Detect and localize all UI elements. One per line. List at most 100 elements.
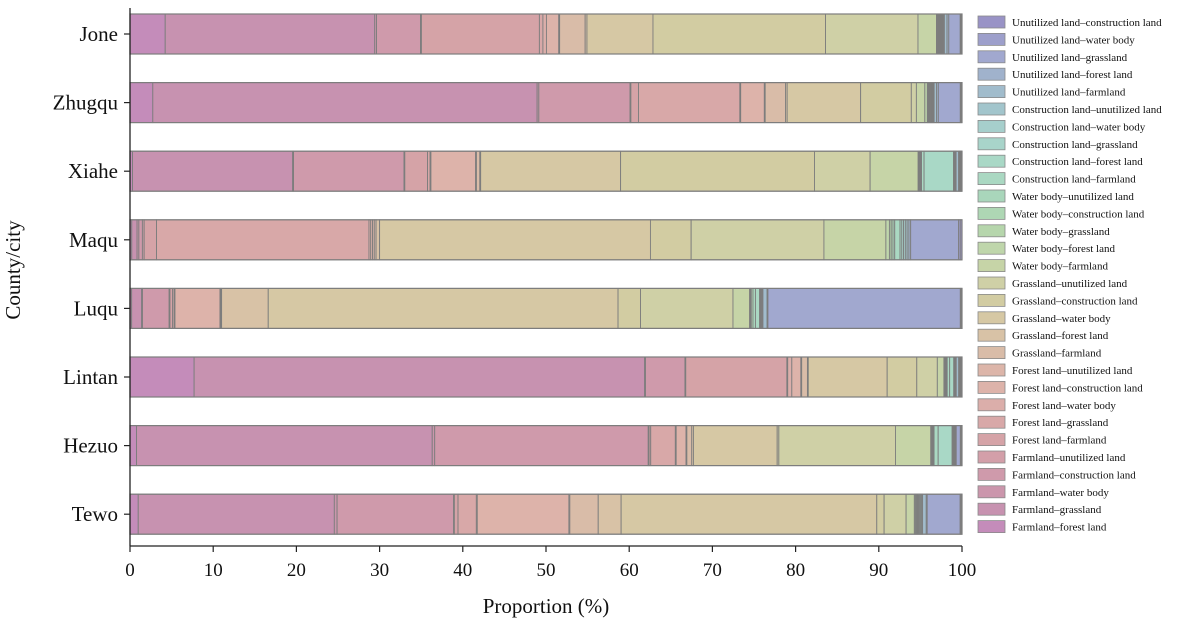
- bar-segment: [801, 356, 808, 398]
- legend-item: Unutilized land–forest land: [977, 67, 1133, 81]
- bar-segment: [778, 425, 896, 467]
- bar-segments: [129, 13, 963, 535]
- legend-swatch: [977, 102, 1006, 116]
- legend-swatch: [977, 398, 1006, 412]
- bar-segment: [767, 287, 961, 329]
- bar-jone: [129, 13, 963, 55]
- bar-segment: [137, 493, 335, 535]
- bar-segment: [129, 13, 166, 55]
- bar-segment: [129, 82, 154, 124]
- bar-segment: [690, 219, 825, 261]
- x-tick-label: 20: [287, 560, 306, 581]
- bar-segment: [138, 219, 143, 261]
- bar-segment: [136, 425, 433, 467]
- legend-label: Forest land–farmland: [1012, 435, 1107, 447]
- legend-item: Construction land–forest land: [977, 154, 1143, 168]
- legend-item: Farmland–forest land: [977, 520, 1107, 534]
- bar-segment: [638, 82, 741, 124]
- bar-segment: [955, 425, 961, 467]
- legend-swatch: [977, 380, 1006, 394]
- legend-swatch: [977, 224, 1006, 238]
- bar-segment: [597, 493, 622, 535]
- bar-segment: [917, 13, 937, 55]
- bar-segment: [434, 425, 649, 467]
- bar-segment: [538, 13, 544, 55]
- legend-item: Water body–unutilized land: [977, 189, 1134, 203]
- bar-segment: [675, 425, 687, 467]
- bar-segment: [156, 219, 370, 261]
- legend-swatch: [977, 67, 1006, 81]
- bar-segment: [860, 82, 912, 124]
- bar-segment: [922, 493, 927, 535]
- bar-segment: [193, 356, 646, 398]
- x-tick-label: 30: [370, 560, 389, 581]
- bar-segment: [143, 219, 158, 261]
- legend-label: Construction land–water body: [1012, 121, 1146, 133]
- legend-swatch: [977, 120, 1006, 133]
- x-tick-label: 70: [703, 560, 722, 581]
- legend-item: Unutilized land–water body: [977, 33, 1135, 46]
- bar-xiahe: [129, 150, 963, 192]
- legend: Unutilized land–construction land Unutili…: [977, 15, 1162, 534]
- legend-item: Forest land–construction land: [977, 380, 1143, 394]
- bar-segment: [430, 150, 477, 192]
- bar-segment: [453, 493, 459, 535]
- bar-segment: [916, 356, 938, 398]
- legend-label: Forest land–unutilized land: [1012, 365, 1133, 377]
- legend-item: Construction land–water body: [977, 120, 1146, 133]
- legend-swatch: [977, 85, 1006, 98]
- bar-segment: [762, 287, 768, 329]
- legend-label: Construction land–grassland: [1012, 139, 1138, 151]
- bar-segment: [652, 13, 826, 55]
- bar-segment: [936, 356, 945, 398]
- y-tick-label: Luqu: [74, 296, 119, 320]
- legend-label: Grassland–construction land: [1012, 295, 1138, 307]
- y-axis-label: County/city: [1, 220, 25, 320]
- y-tick-label: Tewo: [72, 502, 118, 526]
- legend-swatch: [977, 467, 1006, 481]
- bar-segment: [905, 493, 915, 535]
- legend-label: Water body–farmland: [1012, 261, 1108, 273]
- bar-segment: [267, 287, 619, 329]
- legend-label: Farmland–water body: [1012, 487, 1109, 499]
- bar-segment: [129, 356, 195, 398]
- bar-segment: [586, 13, 654, 55]
- legend-swatch: [977, 276, 1006, 290]
- bar-luqu: [129, 287, 963, 329]
- legend-swatch: [977, 206, 1006, 220]
- bar-tewo: [129, 493, 963, 535]
- bar-segment: [764, 82, 786, 124]
- bar-segment: [823, 219, 887, 261]
- legend-item: Water body–forest land: [977, 241, 1115, 255]
- legend-swatch: [977, 241, 1006, 255]
- legend-label: Unutilized land–construction land: [1012, 17, 1162, 29]
- y-tick-label: Jone: [80, 22, 119, 46]
- legend-label: Grassland–unutilized land: [1012, 278, 1128, 290]
- legend-swatch: [977, 502, 1006, 516]
- legend-item: Farmland–water body: [977, 485, 1109, 499]
- legend-label: Construction land–forest land: [1012, 156, 1143, 168]
- bar-segment: [948, 13, 961, 55]
- bar-segment: [132, 150, 294, 192]
- bar-segment: [640, 287, 734, 329]
- bar-segment: [894, 219, 901, 261]
- bar-segment: [480, 150, 622, 192]
- legend-label: Grassland–forest land: [1012, 330, 1109, 342]
- bar-segment: [885, 219, 890, 261]
- bar-segment: [476, 493, 570, 535]
- y-tick-label: Lintan: [63, 365, 118, 389]
- x-tick-labels: 0 10 20 30 40 50 60 70 80 90 100: [125, 546, 976, 581]
- legend-label: Water body–construction land: [1012, 208, 1145, 220]
- y-tick-label: Hezuo: [63, 434, 118, 458]
- bar-segment: [883, 493, 907, 535]
- legend-item: Water body–grassland: [977, 224, 1110, 238]
- bar-segment: [131, 287, 143, 329]
- legend-swatch: [977, 363, 1006, 377]
- legend-swatch: [977, 311, 1006, 325]
- bar-segment: [740, 82, 765, 124]
- bar-segment: [404, 150, 429, 192]
- bar-segment: [221, 287, 269, 329]
- legend-label: Farmland–construction land: [1012, 469, 1136, 481]
- bar-segment: [569, 493, 599, 535]
- legend-swatch: [977, 346, 1006, 360]
